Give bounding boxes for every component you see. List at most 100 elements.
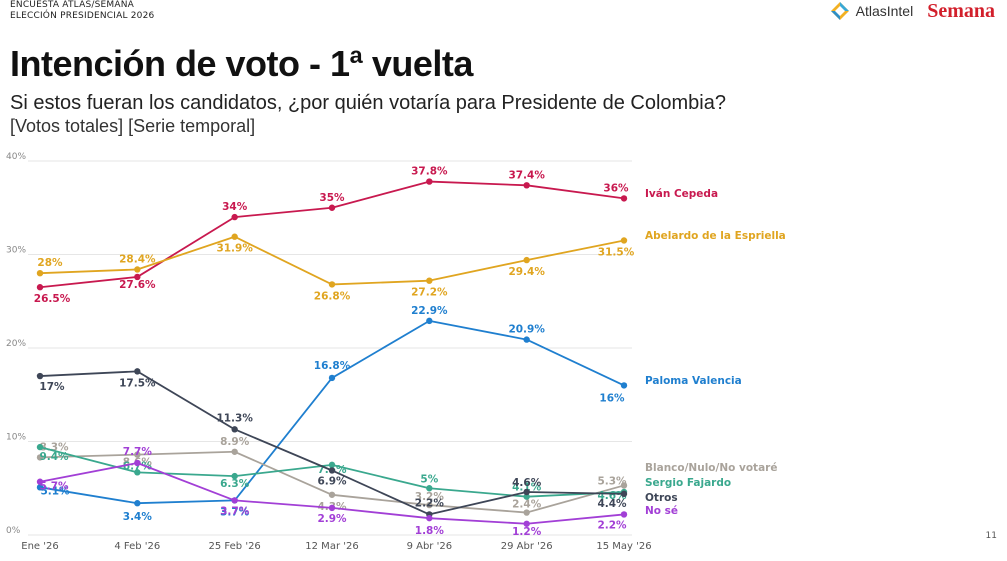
- series-name-label: Sergio Fajardo: [645, 477, 731, 489]
- data-label: 2.9%: [317, 513, 347, 525]
- data-point: [426, 178, 433, 185]
- data-point: [134, 266, 141, 273]
- data-label: 8.3%: [39, 441, 69, 453]
- data-point: [36, 484, 44, 491]
- data-label: 5.3%: [597, 475, 627, 487]
- data-label: 29.4%: [508, 266, 545, 278]
- data-label: 3.7%: [220, 505, 250, 517]
- data-point: [620, 195, 628, 202]
- data-point: [426, 501, 433, 509]
- atlasintel-icon: [830, 2, 849, 20]
- x-tick-label: 15 May '26: [596, 541, 651, 552]
- kicker-line-1: ENCUESTA ATLAS/SEMANA: [10, 0, 134, 10]
- data-label: 6.7%: [123, 460, 153, 472]
- data-point: [36, 443, 44, 451]
- data-point: [426, 485, 433, 492]
- data-label: 4.4%: [597, 498, 627, 510]
- data-point: [231, 426, 238, 433]
- chart-note: [Votos totales] [Serie temporal]: [10, 116, 256, 136]
- data-point: [328, 374, 336, 382]
- data-label: 31.5%: [598, 246, 635, 258]
- data-point: [523, 509, 530, 516]
- data-label: 5.7%: [39, 481, 69, 493]
- data-point: [231, 448, 238, 455]
- semana-logo: Semana: [927, 0, 995, 22]
- data-label: 3.7%: [220, 506, 250, 518]
- y-tick-label: 40%: [6, 152, 26, 162]
- data-point: [134, 368, 141, 375]
- data-point: [523, 520, 530, 527]
- data-point: [426, 514, 433, 522]
- data-point: [328, 281, 336, 288]
- x-tick-label: 29 Abr '26: [501, 541, 553, 552]
- atlasintel-wordmark: AtlasIntel: [855, 3, 914, 19]
- data-label: 36%: [603, 182, 629, 194]
- data-label: 27.6%: [119, 279, 156, 291]
- page-number: 11: [985, 531, 997, 541]
- x-tick-label: 4 Feb '26: [114, 541, 160, 552]
- data-label: 11.3%: [216, 412, 253, 424]
- x-tick-label: 12 Mar '26: [305, 541, 358, 552]
- data-label: 35%: [319, 192, 345, 204]
- data-label: 3.4%: [123, 511, 153, 523]
- x-tick-label: 25 Feb '26: [209, 541, 261, 552]
- series-name-label: Otros: [645, 492, 678, 504]
- data-label: 34%: [222, 201, 248, 213]
- series-name-label: Paloma Valencia: [645, 375, 742, 387]
- series-name-label: Abelardo de la Espriella: [645, 230, 786, 242]
- data-point: [523, 182, 530, 189]
- line-chart: 0% 10% 20% 30% 40% Ene '26 4 Feb '26 25 Feb '26…: [6, 152, 786, 552]
- data-label: 6.9%: [317, 475, 347, 487]
- data-label: 1.2%: [512, 526, 542, 538]
- data-point: [620, 237, 628, 244]
- data-label: 28.4%: [119, 253, 156, 265]
- atlasintel-logo: AtlasIntel: [830, 1, 914, 21]
- survey-kicker: ENCUESTA ATLAS/SEMANA ELECCIÓN PRESIDENC…: [10, 0, 154, 22]
- data-point: [328, 204, 336, 211]
- chart-title: Intención de voto - 1ª vuelta: [10, 43, 473, 84]
- data-label: 28%: [37, 257, 63, 269]
- data-point: [134, 459, 141, 467]
- data-point: [231, 497, 238, 504]
- data-label: 4.6%: [512, 477, 542, 489]
- data-label: 31.9%: [216, 243, 253, 255]
- data-point: [36, 284, 44, 291]
- data-point: [231, 213, 238, 221]
- data-point: [523, 493, 530, 500]
- data-point: [426, 317, 433, 325]
- data-label: 2.4%: [512, 499, 542, 511]
- x-tick-label: 9 Abr '26: [407, 541, 453, 552]
- data-label: 37.4%: [508, 169, 545, 181]
- y-tick-label: 20%: [6, 339, 26, 349]
- data-point: [36, 372, 44, 380]
- data-point: [620, 382, 628, 389]
- data-point: [620, 511, 628, 518]
- y-tick-label: 0%: [6, 526, 21, 536]
- data-label: 8.9%: [220, 436, 250, 448]
- data-label: 16.8%: [314, 360, 351, 372]
- x-tick-label: Ene '26: [21, 541, 58, 552]
- series-name-label: No sé: [645, 505, 678, 517]
- y-tick-label: 10%: [6, 433, 26, 443]
- data-point: [36, 454, 44, 461]
- brand-logos: AtlasIntel Semana: [830, 0, 995, 22]
- data-label: 16%: [599, 392, 625, 404]
- data-label: 26.8%: [314, 290, 351, 302]
- data-point: [134, 469, 141, 476]
- data-label: 27.2%: [411, 287, 448, 299]
- data-label: 2.2%: [597, 519, 627, 531]
- data-label: 9.4%: [39, 451, 69, 463]
- kicker-line-2: ELECCIÓN PRESIDENCIAL 2026: [10, 11, 155, 21]
- data-point: [328, 491, 336, 498]
- data-point: [426, 277, 433, 284]
- data-label: 2.2%: [415, 497, 445, 509]
- data-label: 17%: [39, 381, 65, 393]
- data-point: [523, 256, 530, 264]
- data-point: [328, 467, 336, 474]
- data-point: [36, 478, 44, 485]
- data-point: [134, 273, 141, 281]
- data-point: [523, 336, 530, 343]
- data-point: [328, 461, 336, 469]
- data-point: [620, 482, 628, 489]
- data-point: [328, 504, 336, 512]
